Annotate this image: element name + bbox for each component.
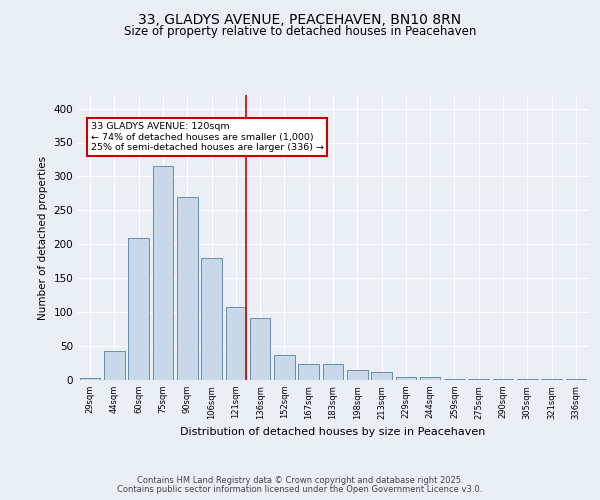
Bar (298, 364, 319, 380)
Text: Size of property relative to detached houses in Peacehaven: Size of property relative to detached ho… (124, 25, 476, 38)
Y-axis label: Number of detached properties: Number of detached properties (38, 156, 48, 320)
Bar (152, 166, 173, 380)
Bar (177, 197, 197, 380)
Text: 33, GLADYS AVENUE, PEACEHAVEN, BN10 8RN: 33, GLADYS AVENUE, PEACEHAVEN, BN10 8RN (139, 12, 461, 26)
Bar (444, 378, 465, 380)
Bar (226, 308, 246, 380)
Bar (420, 376, 440, 380)
Bar (201, 258, 222, 380)
Text: Contains public sector information licensed under the Open Government Licence v3: Contains public sector information licen… (118, 485, 482, 494)
X-axis label: Distribution of detached houses by size in Peacehaven: Distribution of detached houses by size … (181, 427, 485, 437)
Bar (250, 318, 271, 380)
Bar (371, 372, 392, 380)
Bar (80, 378, 100, 380)
Bar (274, 355, 295, 380)
Bar (128, 238, 149, 380)
Bar (323, 364, 343, 380)
Bar (395, 376, 416, 380)
Bar (347, 370, 368, 380)
Text: 33 GLADYS AVENUE: 120sqm
← 74% of detached houses are smaller (1,000)
25% of sem: 33 GLADYS AVENUE: 120sqm ← 74% of detach… (91, 122, 323, 152)
Bar (104, 351, 125, 380)
Text: Contains HM Land Registry data © Crown copyright and database right 2025.: Contains HM Land Registry data © Crown c… (137, 476, 463, 485)
